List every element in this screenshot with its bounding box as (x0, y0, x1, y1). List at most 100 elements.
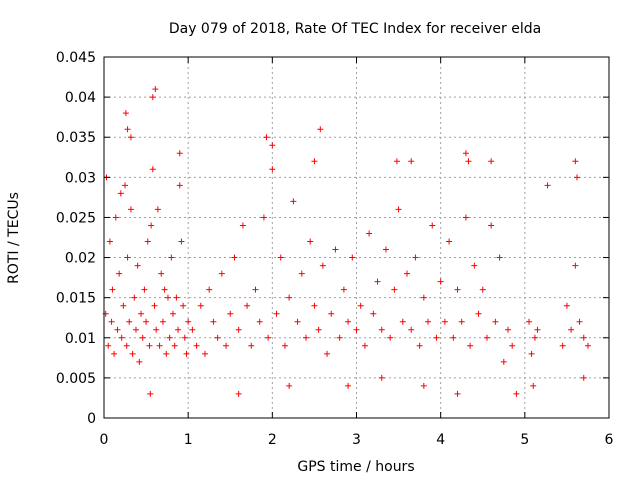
data-point (152, 86, 159, 93)
data-point (345, 382, 352, 389)
data-point (256, 318, 263, 325)
data-point (475, 310, 482, 317)
data-point (404, 270, 410, 277)
data-point (223, 342, 230, 349)
data-point (290, 198, 297, 205)
data-point (382, 246, 389, 253)
data-point (248, 342, 255, 349)
data-point (138, 310, 145, 317)
data-point (122, 182, 129, 189)
data-point (154, 206, 161, 213)
data-point (496, 254, 503, 261)
data-point (425, 318, 432, 325)
data-point (149, 94, 156, 101)
data-point (307, 238, 314, 245)
data-point (129, 350, 136, 357)
x-tick-label: 2 (268, 432, 277, 448)
data-point (374, 278, 381, 285)
x-tick-label: 4 (436, 432, 445, 448)
data-point (488, 222, 495, 229)
data-point (170, 310, 177, 317)
data-point (185, 318, 192, 325)
data-point (127, 206, 134, 213)
data-point (244, 302, 251, 309)
data-point (317, 126, 324, 133)
data-point (114, 326, 121, 333)
data-point (370, 310, 377, 317)
data-point (171, 342, 178, 349)
data-point (181, 334, 188, 341)
data-point (462, 214, 469, 221)
chart-grid (104, 57, 609, 418)
data-point (328, 310, 335, 317)
data-point (180, 302, 187, 309)
data-point (139, 334, 146, 341)
data-point (166, 334, 173, 341)
data-point (576, 318, 583, 325)
data-point (168, 254, 175, 261)
data-point (132, 326, 139, 333)
axis-ticks: 0 1 2 3 4 5 6 0 0.005 0.01 0.015 0.02 0.025 0.03 0.035… (56, 50, 614, 448)
data-point (311, 302, 318, 309)
x-tick-label: 3 (352, 432, 361, 448)
x-tick-label: 6 (605, 432, 614, 448)
data-point (366, 230, 373, 237)
data-point (210, 318, 217, 325)
data-point (294, 318, 301, 325)
data-point (206, 286, 213, 293)
data-point (173, 294, 180, 301)
data-point (378, 374, 385, 381)
data-point (122, 110, 129, 117)
data-point (353, 326, 360, 333)
data-point (509, 342, 516, 349)
data-point (269, 166, 276, 173)
data-point (156, 342, 163, 349)
data-point (146, 342, 153, 349)
data-point (183, 350, 190, 357)
data-point (286, 382, 293, 389)
data-point (340, 286, 347, 293)
data-point (148, 222, 155, 229)
data-point (336, 334, 343, 341)
y-tick-label: 0.015 (56, 291, 96, 307)
data-point (159, 318, 166, 325)
x-tick-label: 1 (184, 432, 193, 448)
data-point (106, 238, 113, 245)
data-point (531, 334, 538, 341)
data-point (151, 302, 158, 309)
x-tick-label: 0 (100, 432, 109, 448)
y-tick-label: 0.01 (65, 331, 96, 347)
data-point (458, 318, 465, 325)
data-point (197, 302, 204, 309)
y-tick-label: 0.005 (56, 371, 96, 387)
data-point (111, 350, 118, 357)
data-point (387, 334, 394, 341)
data-point (147, 390, 154, 397)
data-point (164, 294, 171, 301)
data-point (163, 350, 170, 357)
data-point (544, 182, 551, 189)
data-point (161, 286, 168, 293)
data-point (395, 206, 402, 213)
data-point (437, 278, 444, 285)
data-point (399, 318, 406, 325)
data-point (127, 134, 134, 141)
data-point (450, 334, 457, 341)
data-point (134, 262, 141, 269)
data-point (345, 318, 352, 325)
data-point (429, 222, 436, 229)
data-point (534, 326, 541, 333)
data-point (239, 222, 246, 229)
data-point (175, 326, 182, 333)
data-point (332, 246, 339, 253)
data-point (108, 318, 115, 325)
data-point (218, 270, 225, 277)
y-tick-label: 0.025 (56, 210, 96, 226)
data-point (479, 286, 486, 293)
data-point (471, 262, 478, 269)
data-point (580, 374, 587, 381)
data-point (273, 310, 280, 317)
data-point (568, 326, 575, 333)
data-point (235, 390, 242, 397)
data-point (420, 382, 427, 389)
